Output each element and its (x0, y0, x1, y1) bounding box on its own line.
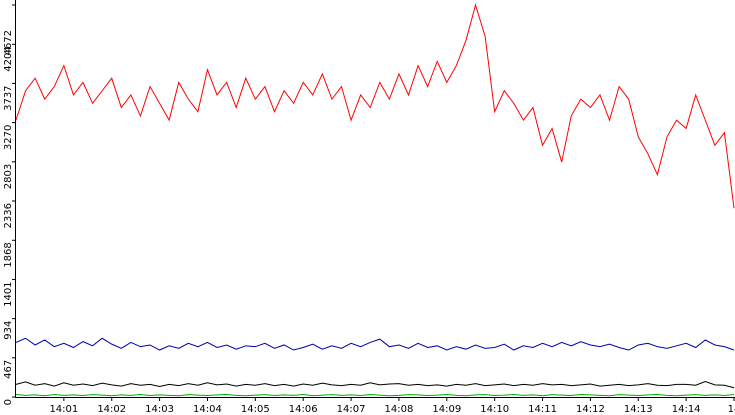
x-tick-label: 14:05 (241, 404, 270, 415)
series-line (15, 393, 735, 397)
x-tick-label: 14:14 (672, 404, 701, 415)
x-tick-label: 14:09 (432, 404, 461, 415)
x-tick-label: 14:03 (145, 404, 174, 415)
y-tick-label: 4672 (3, 30, 14, 55)
x-tick-label: 14:12 (576, 404, 605, 415)
y-tick-label: 4204 (3, 46, 14, 71)
y-tick-label: 2336 (3, 203, 14, 228)
x-tick-label: 14 (728, 404, 735, 415)
y-tick-label: 1401 (3, 281, 14, 306)
y-tick-label: 0 (3, 399, 14, 405)
x-tick-label: 14:01 (49, 404, 78, 415)
y-tick-label: 3270 (3, 125, 14, 150)
x-tick-label: 14:10 (480, 404, 509, 415)
series-line (15, 3, 735, 209)
x-tick-label: 14:04 (193, 404, 222, 415)
x-tick-label: 14:08 (385, 404, 414, 415)
series-line (15, 337, 735, 351)
x-tick-label: 14:11 (528, 404, 557, 415)
x-tick-label: 14:13 (624, 404, 653, 415)
y-tick-label: 2803 (3, 164, 14, 189)
y-tick-label: 467 (3, 360, 14, 379)
series-line (15, 380, 735, 389)
y-tick-label: 1868 (3, 242, 14, 267)
x-tick-label: 14:07 (337, 404, 366, 415)
y-tick-label: 934 (3, 321, 14, 340)
y-tick-label: 3737 (3, 85, 14, 110)
x-tick-label: 14:02 (97, 404, 126, 415)
x-tick-label: 14:06 (289, 404, 318, 415)
